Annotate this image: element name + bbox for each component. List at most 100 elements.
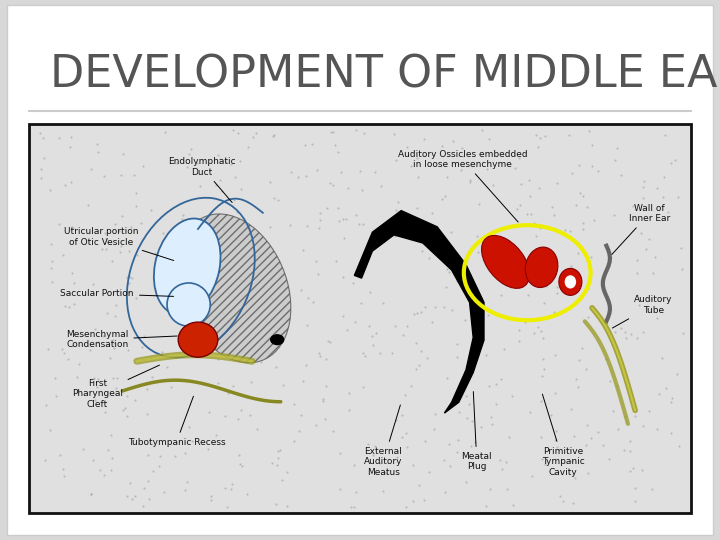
Point	[441, 173, 453, 181]
Point	[675, 244, 687, 253]
Point	[306, 140, 318, 149]
Point	[631, 256, 642, 265]
Point	[665, 429, 677, 437]
Point	[314, 352, 325, 361]
Point	[390, 322, 401, 330]
Point	[241, 489, 253, 498]
Point	[320, 382, 332, 390]
Point	[525, 192, 536, 201]
Point	[300, 140, 311, 149]
Point	[124, 478, 135, 487]
Point	[143, 477, 154, 485]
Point	[288, 400, 300, 409]
Point	[528, 219, 540, 227]
Point	[348, 461, 360, 470]
Point	[217, 309, 228, 318]
Point	[482, 311, 494, 320]
Point	[136, 343, 148, 352]
Point	[549, 211, 560, 219]
Text: Auditory Ossicles embedded
in loose mesenchyme: Auditory Ossicles embedded in loose mese…	[397, 150, 527, 222]
Point	[439, 192, 451, 201]
Point	[459, 315, 471, 324]
Point	[297, 377, 309, 386]
Point	[397, 433, 408, 441]
Point	[109, 312, 121, 320]
Point	[255, 358, 266, 367]
Point	[654, 390, 665, 399]
Point	[476, 125, 487, 134]
Point	[99, 171, 110, 180]
Point	[320, 355, 332, 363]
Point	[317, 397, 328, 406]
Point	[509, 164, 521, 173]
Point	[160, 352, 171, 360]
Point	[390, 156, 401, 165]
Point	[45, 239, 57, 248]
Point	[389, 130, 400, 138]
Point	[453, 408, 464, 416]
Point	[58, 349, 70, 357]
Point	[138, 484, 149, 492]
Point	[531, 231, 542, 240]
Point	[621, 333, 632, 342]
Point	[386, 348, 397, 357]
Point	[62, 354, 73, 363]
Point	[521, 210, 533, 218]
Point	[389, 232, 400, 241]
Point	[618, 446, 629, 454]
Point	[105, 430, 117, 439]
Point	[169, 451, 181, 460]
Point	[411, 154, 423, 163]
Point	[228, 126, 239, 134]
Point	[652, 183, 663, 192]
Point	[511, 204, 523, 213]
Point	[568, 432, 580, 441]
Point	[627, 464, 639, 472]
Point	[498, 345, 510, 353]
Point	[438, 456, 450, 464]
Point	[77, 445, 89, 454]
Point	[652, 314, 663, 322]
Point	[635, 229, 647, 238]
Point	[469, 438, 481, 447]
Point	[49, 374, 60, 382]
Text: Primitive
Tympanic
Cavity: Primitive Tympanic Cavity	[542, 394, 585, 477]
Point	[101, 309, 112, 318]
Point	[638, 177, 649, 186]
Point	[179, 449, 191, 457]
Point	[539, 299, 550, 307]
Point	[462, 254, 473, 262]
Point	[186, 347, 198, 355]
Text: Auditory
Tube: Auditory Tube	[613, 295, 672, 328]
Point	[526, 471, 537, 480]
Text: External
Auditory
Meatus: External Auditory Meatus	[364, 405, 402, 477]
Point	[565, 262, 577, 271]
Point	[552, 289, 563, 298]
Point	[354, 219, 365, 228]
Point	[390, 416, 402, 424]
Point	[161, 363, 173, 372]
Text: Meatal
Plug: Meatal Plug	[462, 392, 492, 471]
Point	[212, 151, 224, 159]
Point	[546, 410, 557, 419]
Point	[228, 381, 239, 390]
Point	[247, 132, 258, 141]
Point	[441, 282, 452, 291]
Point	[652, 425, 663, 434]
Point	[552, 443, 563, 451]
Point	[166, 383, 177, 391]
Point	[108, 339, 120, 348]
Point	[54, 220, 66, 228]
Point	[192, 327, 203, 335]
Point	[407, 497, 418, 505]
Point	[302, 294, 313, 303]
Point	[451, 276, 463, 285]
Point	[369, 167, 380, 176]
Point	[328, 427, 339, 435]
Point	[154, 451, 166, 460]
Point	[34, 129, 45, 137]
Point	[340, 214, 351, 223]
Point	[116, 211, 127, 220]
Point	[577, 225, 589, 233]
Text: Tubotympanic Recess: Tubotympanic Recess	[127, 396, 225, 447]
